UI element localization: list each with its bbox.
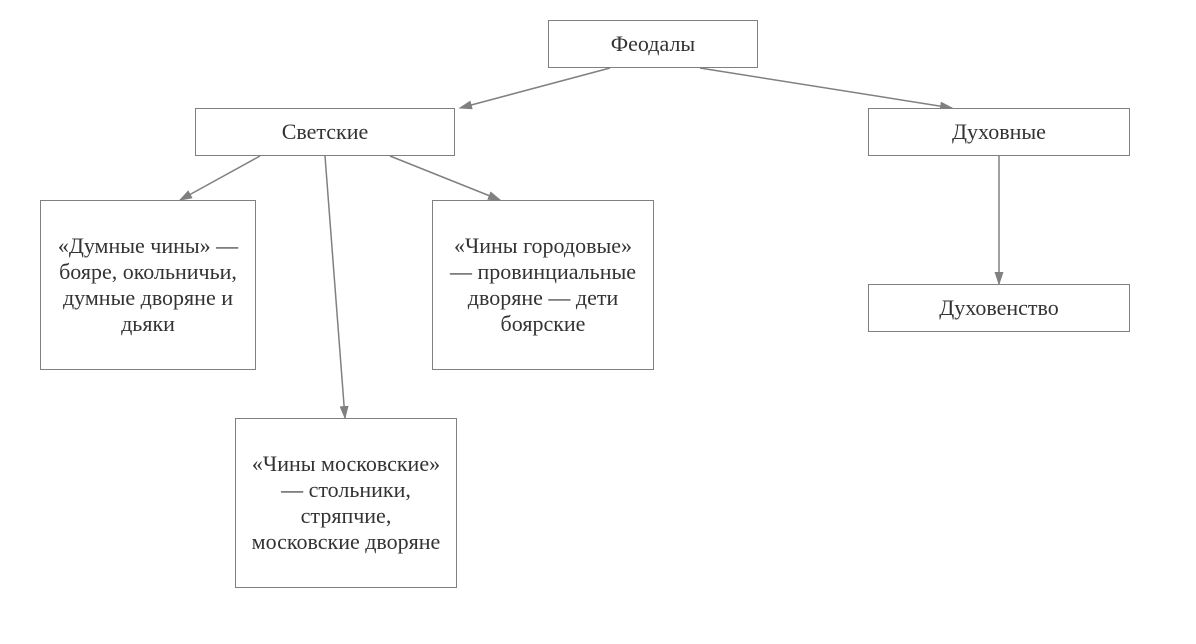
edge-root-clergy_top bbox=[700, 68, 952, 108]
node-clergy_top: Духовные bbox=[868, 108, 1130, 156]
node-gorodovye: «Чины городовые» — провинциальные дворян… bbox=[432, 200, 654, 370]
edge-secular-moscow bbox=[325, 156, 345, 418]
edge-secular-dumny bbox=[180, 156, 260, 200]
node-dumny: «Думные чины» — бояре, окольничьи, думны… bbox=[40, 200, 256, 370]
edge-secular-gorodovye bbox=[390, 156, 500, 200]
node-clergy_bottom: Духовенство bbox=[868, 284, 1130, 332]
node-secular: Светские bbox=[195, 108, 455, 156]
node-moscow: «Чины московские» — стольники, стряпчие,… bbox=[235, 418, 457, 588]
edge-root-secular bbox=[460, 68, 610, 108]
node-root: Феодалы bbox=[548, 20, 758, 68]
